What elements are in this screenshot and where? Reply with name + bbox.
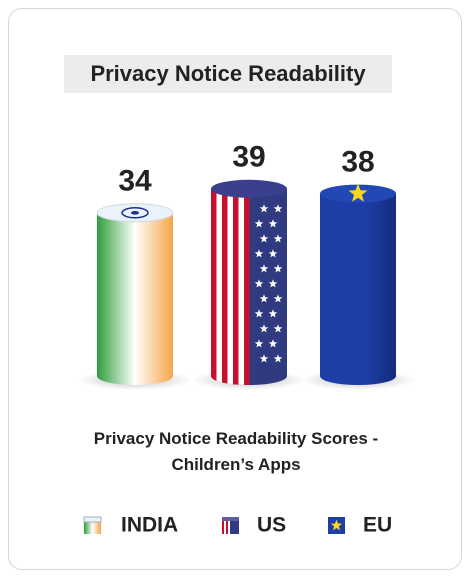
star — [268, 309, 278, 318]
star — [259, 204, 269, 213]
legend-label: US — [257, 514, 286, 537]
star — [254, 279, 264, 288]
stripe — [224, 521, 226, 534]
bar — [97, 212, 173, 376]
star — [268, 339, 278, 348]
legend-icon — [222, 517, 239, 534]
stripe — [226, 521, 228, 534]
star — [273, 264, 283, 273]
card — [8, 8, 462, 570]
star — [273, 324, 283, 333]
stripe — [222, 521, 224, 534]
legend-label: INDIA — [121, 514, 178, 537]
stripe — [216, 188, 222, 385]
star — [254, 249, 264, 258]
star — [254, 339, 264, 348]
legend-icon — [328, 517, 345, 534]
star — [259, 294, 269, 303]
star — [268, 279, 278, 288]
stripe — [222, 188, 228, 385]
star — [259, 324, 269, 333]
bar-top — [211, 179, 287, 198]
caption: Privacy Notice Readability Scores - Chil… — [93, 429, 379, 474]
star — [259, 234, 269, 243]
stripe — [233, 188, 239, 385]
stripe — [244, 188, 250, 385]
value-label: 39 — [232, 141, 265, 174]
star — [273, 294, 283, 303]
chakra-hub — [131, 211, 139, 215]
chakra — [121, 207, 149, 219]
star — [348, 183, 368, 202]
icon-top — [222, 517, 239, 521]
star — [254, 219, 264, 228]
star — [254, 309, 264, 318]
bar-bottom — [97, 367, 173, 385]
star — [273, 204, 283, 213]
star — [273, 234, 283, 243]
title-box — [64, 55, 392, 93]
star — [268, 219, 278, 228]
bar — [320, 193, 396, 376]
star — [273, 354, 283, 363]
us-body — [211, 188, 287, 385]
cylinder — [211, 179, 287, 385]
star — [330, 519, 343, 531]
stripe — [211, 188, 217, 385]
stripe — [228, 521, 230, 534]
icon-top — [83, 516, 102, 523]
value-label: 38 — [341, 146, 374, 179]
star — [268, 249, 278, 258]
stripe — [227, 188, 233, 385]
cylinder — [320, 183, 396, 385]
cylinder — [96, 203, 174, 385]
stripe — [238, 188, 244, 385]
chart-title: Privacy Notice Readability — [90, 61, 366, 86]
legend-icon — [83, 516, 102, 534]
bar-bottom — [320, 367, 396, 385]
legend-label: EU — [363, 514, 392, 537]
star — [259, 264, 269, 273]
value-label: 34 — [118, 165, 152, 198]
star — [259, 354, 269, 363]
